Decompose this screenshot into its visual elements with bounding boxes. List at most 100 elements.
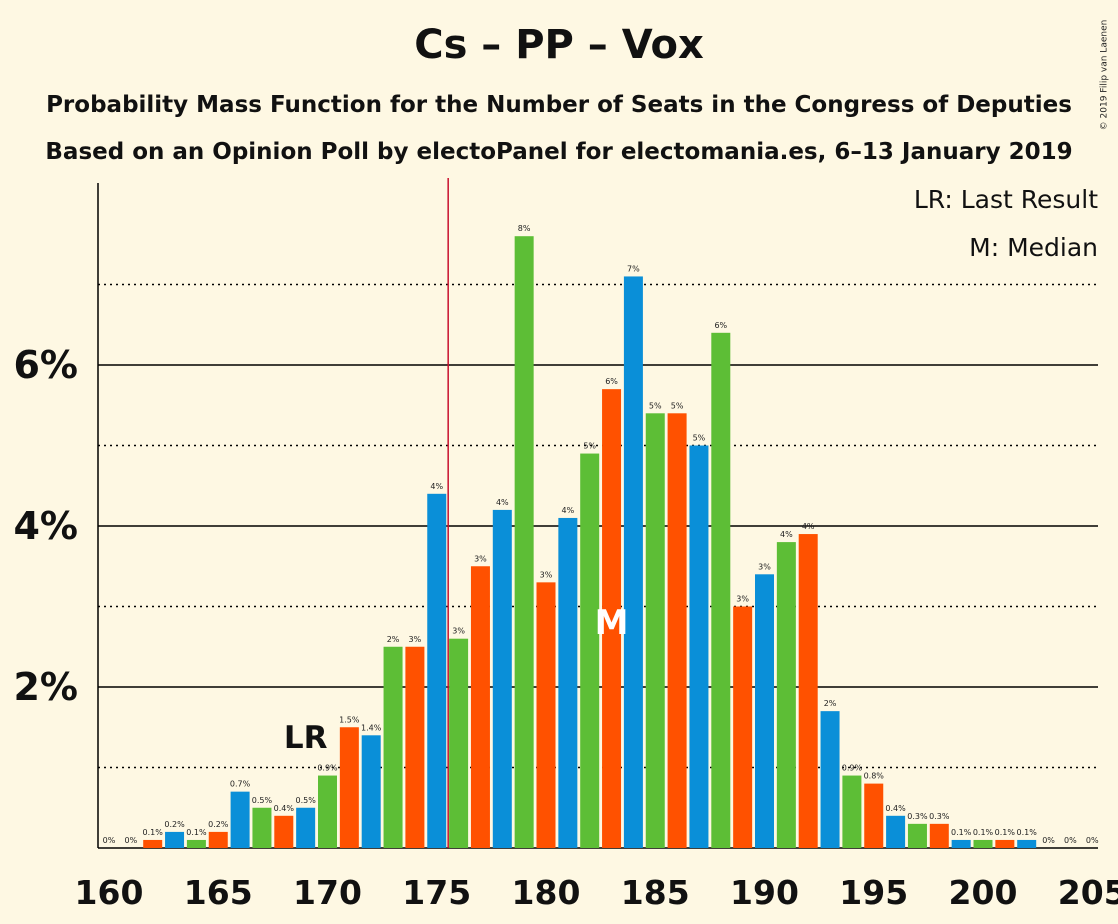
bar-value-label: 0.2% [208, 820, 229, 829]
x-tick-label: 190 [730, 873, 799, 912]
bar [1017, 839, 1037, 848]
bar-value-label: 1.5% [339, 715, 360, 724]
bar-value-label: 0% [1042, 836, 1055, 845]
chart-title: Cs – PP – Vox [414, 22, 704, 68]
y-tick-label: 4% [13, 504, 78, 548]
bar [623, 276, 643, 848]
bar-value-label: 3% [409, 635, 422, 644]
bar [536, 582, 556, 848]
bar [995, 839, 1015, 848]
bar-value-label: 0.1% [1017, 828, 1038, 837]
bar-value-label: 6% [714, 321, 727, 330]
bar-value-label: 3% [736, 595, 749, 604]
bar [776, 542, 796, 848]
bar [951, 839, 971, 848]
bar [667, 413, 687, 848]
bar [383, 646, 403, 848]
bar-value-label: 0.2% [164, 820, 185, 829]
bar [492, 509, 512, 848]
bar-value-label: 0% [124, 836, 137, 845]
bar [296, 807, 316, 848]
bar [208, 831, 228, 848]
bar-value-label: 1.4% [361, 723, 382, 732]
bar [689, 445, 709, 848]
bar-value-label: 3% [474, 554, 487, 563]
x-tick-label: 205 [1058, 873, 1118, 912]
bar-value-label: 5% [583, 442, 596, 451]
bar-value-label: 0.4% [274, 804, 295, 813]
bar-value-label: 0.9% [317, 764, 338, 773]
bar-value-label: 4% [496, 498, 509, 507]
bar-value-label: 0.3% [929, 812, 950, 821]
bar [929, 823, 949, 848]
bar [470, 566, 490, 848]
bar-value-label: 0.5% [295, 796, 316, 805]
bar [274, 815, 294, 848]
bar-value-label: 0% [103, 836, 116, 845]
bar-value-label: 3% [758, 562, 771, 571]
bar-value-label: 0.5% [252, 796, 273, 805]
bar [798, 534, 818, 848]
bar-value-label: 4% [561, 506, 574, 515]
bar-value-label: 4% [802, 522, 815, 531]
bar [558, 517, 578, 848]
chart-source: Based on an Opinion Poll by electoPanel … [45, 139, 1073, 165]
bar [230, 791, 250, 848]
bar [318, 775, 337, 848]
bar-value-label: 3% [452, 627, 465, 636]
bar [907, 823, 927, 848]
bar [514, 236, 534, 848]
bar-value-label: 0.1% [143, 828, 164, 837]
bar-value-label: 8% [518, 224, 531, 233]
bar [580, 453, 600, 848]
x-tick-label: 200 [949, 873, 1018, 912]
bar-value-label: 0.8% [864, 772, 885, 781]
bar [449, 638, 469, 848]
legend-last-result: LR: Last Result [913, 185, 1098, 214]
bar [361, 735, 381, 848]
bar-value-label: 0.3% [907, 812, 928, 821]
bar-value-label: 6% [605, 377, 618, 386]
bar [427, 493, 447, 848]
bar [339, 727, 359, 848]
bar [186, 839, 206, 848]
bar-value-label: 0.9% [842, 764, 863, 773]
chart-subtitle: Probability Mass Function for the Number… [46, 92, 1072, 118]
bar [733, 606, 753, 848]
bar-value-label: 5% [693, 434, 706, 443]
bar-value-label: 2% [387, 635, 400, 644]
bar-value-label: 5% [649, 401, 662, 410]
bar-value-label: 0.1% [995, 828, 1016, 837]
bar [973, 839, 993, 848]
bar-value-label: 4% [430, 482, 443, 491]
bar [252, 807, 272, 848]
bar-value-label: 0.1% [186, 828, 207, 837]
bar-value-label: 0% [1064, 836, 1077, 845]
x-tick-label: 185 [621, 873, 690, 912]
bar-value-label: 0% [1086, 836, 1099, 845]
bar-value-label: 3% [540, 570, 553, 579]
x-tick-label: 160 [75, 873, 144, 912]
x-tick-label: 170 [293, 873, 362, 912]
bar [864, 783, 884, 848]
bar [711, 332, 731, 848]
bar-value-label: 0.7% [230, 780, 251, 789]
y-tick-label: 2% [13, 665, 78, 709]
bar [405, 646, 425, 848]
x-tick-label: 175 [402, 873, 471, 912]
median-marker: M [595, 603, 629, 643]
bar-value-label: 4% [780, 530, 793, 539]
bar [820, 711, 840, 848]
bar [602, 389, 622, 848]
bar-value-label: 0.1% [951, 828, 972, 837]
bar [645, 413, 665, 848]
x-tick-label: 180 [512, 873, 581, 912]
legend-median: M: Median [969, 233, 1098, 262]
bar [755, 574, 774, 848]
x-tick-label: 195 [839, 873, 908, 912]
bar-value-label: 5% [671, 401, 684, 410]
bar-value-label: 0.1% [973, 828, 994, 837]
x-tick-label: 165 [184, 873, 253, 912]
bar [842, 775, 862, 848]
